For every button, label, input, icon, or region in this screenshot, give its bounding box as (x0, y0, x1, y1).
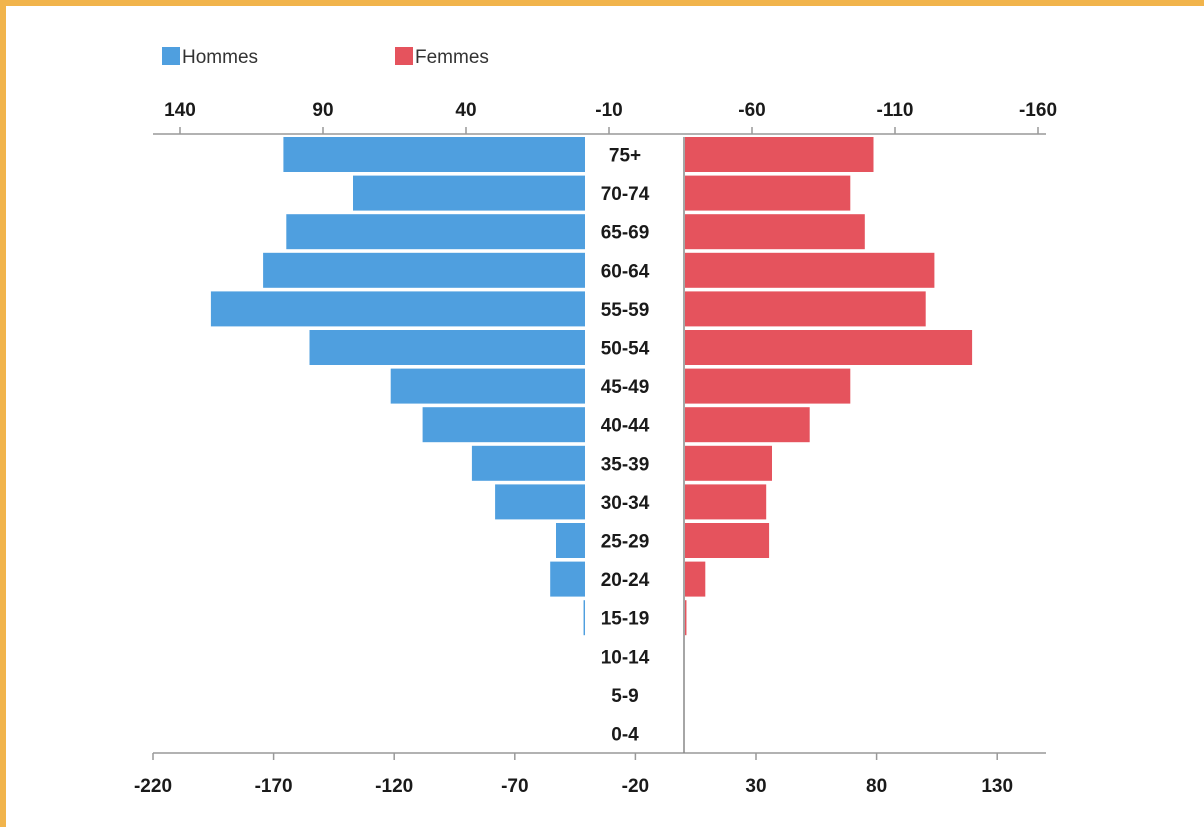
bottom-axis-tick-label: -120 (375, 776, 413, 797)
category-label: 35-39 (601, 454, 650, 475)
bar-femmes-65-69 (685, 214, 865, 250)
category-label: 70-74 (601, 184, 650, 205)
bottom-axis-tick-label: -170 (255, 776, 293, 797)
bar-hommes-75+ (283, 137, 585, 172)
category-label: 20-24 (601, 570, 650, 591)
category-label: 0-4 (611, 725, 639, 746)
bar-femmes-45-49 (685, 368, 851, 404)
bar-femmes-50-54 (685, 330, 973, 365)
bar-femmes-40-44 (685, 407, 810, 443)
bar-femmes-55-59 (685, 291, 926, 327)
top-axis-tick-label: -160 (1019, 100, 1057, 121)
category-label: 55-59 (601, 300, 650, 321)
bar-hommes-35-39 (471, 445, 585, 481)
bar-hommes-40-44 (422, 407, 585, 443)
bar-hommes-30-34 (495, 484, 585, 520)
bar-femmes-15-19 (685, 600, 687, 636)
bar-hommes-60-64 (263, 252, 585, 288)
bar-femmes-30-34 (685, 484, 767, 520)
category-label: 60-64 (601, 261, 650, 282)
bottom-axis: -220 -170 -120 -70 -20 30 80 130 (134, 752, 1046, 797)
top-axis-tick-label: -60 (738, 100, 765, 121)
legend-swatch-hommes (162, 47, 180, 65)
top-axis: 140 90 40 -10 -60 -110 -160 (153, 100, 1057, 135)
bar-femmes-35-39 (685, 445, 772, 481)
bar-hommes-70-74 (353, 175, 585, 211)
category-labels: 75+ 70-74 65-69 60-64 55-59 50-54 45-49 40-44 35… (601, 146, 650, 746)
bar-femmes-60-64 (685, 252, 935, 288)
category-label: 15-19 (601, 609, 650, 630)
bottom-axis-tick-label: 80 (866, 776, 887, 797)
category-label: 25-29 (601, 532, 650, 553)
bottom-axis-tick-label: 130 (981, 776, 1013, 797)
category-label: 40-44 (601, 416, 650, 437)
legend-label-hommes: Hommes (182, 47, 258, 68)
legend-label-femmes: Femmes (415, 47, 489, 68)
bar-femmes-25-29 (685, 523, 770, 558)
top-axis-tick-label: -10 (595, 100, 622, 121)
bar-femmes-20-24 (685, 561, 706, 597)
category-label: 5-9 (611, 686, 638, 707)
bar-femmes-70-74 (685, 175, 851, 211)
top-axis-tick-label: 90 (312, 100, 333, 121)
bar-hommes-20-24 (550, 561, 585, 597)
category-label: 50-54 (601, 339, 650, 360)
category-label: 10-14 (601, 647, 650, 668)
legend-swatch-femmes (395, 47, 413, 65)
category-label: 65-69 (601, 223, 650, 244)
bottom-axis-tick-label: -220 (134, 776, 172, 797)
bars (210, 137, 973, 753)
bar-hommes-55-59 (210, 291, 585, 327)
category-label: 30-34 (601, 493, 650, 514)
bar-hommes-50-54 (309, 330, 585, 365)
bar-hommes-15-19 (583, 600, 585, 636)
bottom-axis-tick-label: -70 (501, 776, 528, 797)
bar-femmes-75+ (685, 137, 874, 172)
category-label: 45-49 (601, 377, 650, 398)
bar-hommes-65-69 (286, 214, 585, 250)
top-axis-tick-label: 40 (455, 100, 476, 121)
top-axis-tick-label: -110 (877, 100, 914, 121)
bottom-axis-tick-label: 30 (745, 776, 766, 797)
bar-hommes-25-29 (556, 523, 585, 558)
legend: Hommes Femmes (162, 47, 489, 68)
top-axis-tick-label: 140 (164, 100, 196, 121)
bottom-axis-tick-label: -20 (622, 776, 649, 797)
bar-hommes-45-49 (390, 368, 585, 404)
category-label: 75+ (609, 146, 641, 167)
